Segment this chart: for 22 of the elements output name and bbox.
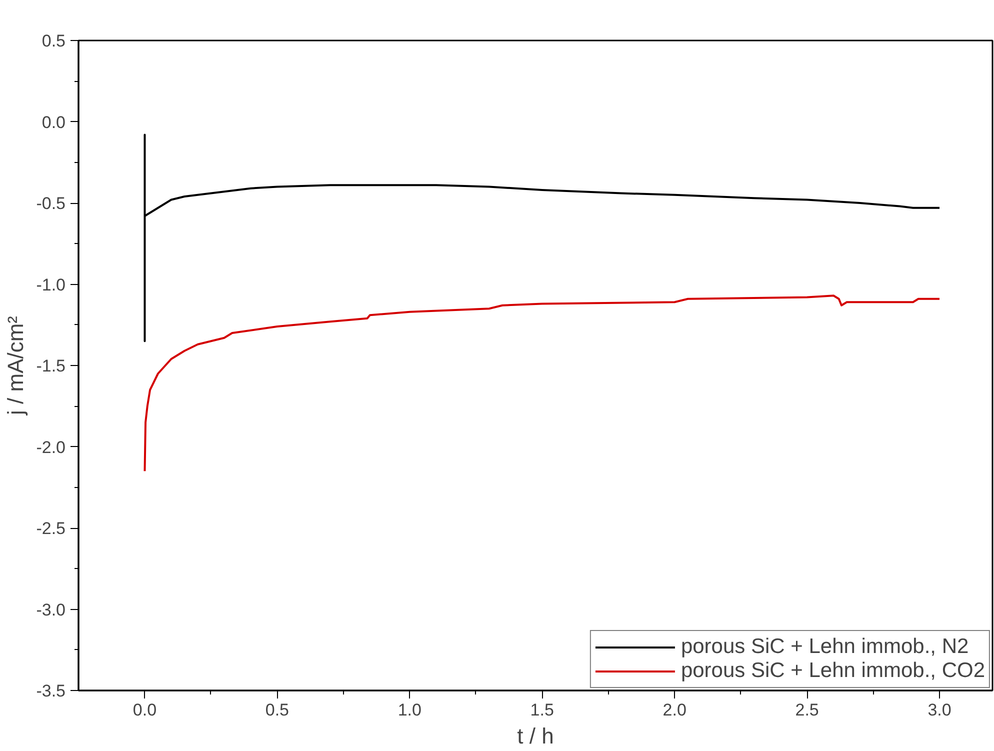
- y-tick-label: -2.0: [36, 438, 66, 457]
- y-tick-label: -0.5: [36, 194, 66, 213]
- x-tick-label: 2.5: [795, 700, 819, 720]
- x-tick-label: 0.0: [132, 700, 157, 720]
- y-tick-label: 0.5: [42, 32, 66, 50]
- y-tick-label: -3.0: [36, 600, 66, 620]
- legend-label: porous SiC + Lehn immob., CO2: [680, 659, 985, 683]
- y-tick-label: -2.5: [36, 519, 66, 538]
- x-axis-title: t / h: [517, 724, 554, 748]
- legend-label: porous SiC + Lehn immob., N2: [680, 635, 969, 659]
- y-tick-label: -1.0: [36, 275, 66, 294]
- x-tick-label: 1.0: [398, 700, 422, 720]
- x-tick-label: 3.0: [928, 700, 952, 720]
- y-tick-label: 0.0: [42, 112, 66, 132]
- y-tick-label: -3.5: [36, 682, 66, 700]
- x-tick-label: 1.5: [530, 700, 554, 720]
- y-tick-label: -1.5: [36, 356, 66, 376]
- y-axis-title: j / mA/cm²: [3, 316, 28, 416]
- line-series: [144, 294, 941, 472]
- x-tick-label: 0.5: [265, 700, 290, 720]
- x-tick-label: 2.0: [662, 700, 686, 720]
- line-series: [144, 134, 941, 342]
